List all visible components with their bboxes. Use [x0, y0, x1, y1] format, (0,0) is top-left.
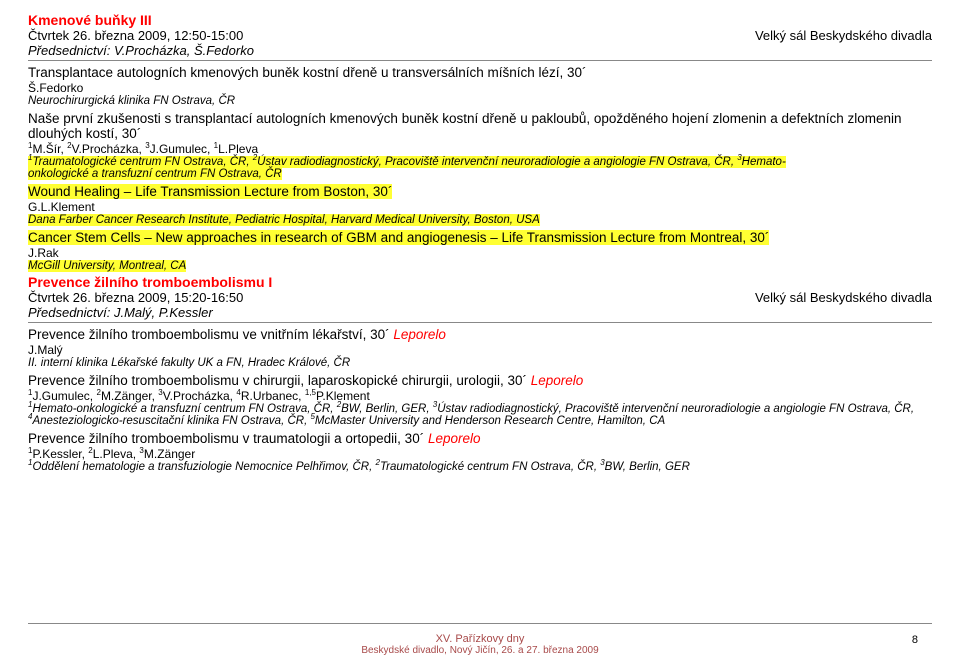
talk6-authors: 1J.Gumulec, 2M.Zänger, 3V.Procházka, 4R.… [28, 389, 932, 403]
footer-line2: Beskydské divadlo, Nový Jičín, 26. a 27.… [0, 645, 960, 656]
talk2-title: Naše první zkušenosti s transplantací au… [28, 111, 932, 141]
talk5-title: Prevence žilního tromboembolismu ve vnit… [28, 327, 932, 342]
session2-header: Prevence žilního tromboembolismu I Čtvrt… [28, 274, 932, 320]
footer: XV. Pařízkovy dny Beskydské divadlo, Nov… [0, 633, 960, 656]
session2-title: Prevence žilního tromboembolismu I [28, 274, 932, 290]
talk6-affil: 1Hemato-onkologické a transfuzní centrum… [28, 403, 932, 427]
divider [28, 322, 932, 323]
session1-title: Kmenové buňky III [28, 12, 932, 28]
talk4-affil: McGill University, Montreal, CA [28, 260, 932, 272]
talk7-affil: 1Oddělení hematologie a transfuziologie … [28, 461, 932, 473]
session2-date: Čtvrtek 26. března 2009, 15:20-16:50 [28, 290, 243, 305]
talk3-authors: G.L.Klement [28, 200, 932, 214]
talk2-affil: 1Traumatologické centrum FN Ostrava, ČR,… [28, 156, 932, 180]
footer-line1: XV. Pařízkovy dny [0, 633, 960, 645]
talk1-title: Transplantace autologních kmenových buně… [28, 65, 932, 80]
session2-venue: Velký sál Beskydského divadla [755, 290, 932, 305]
talk1-authors: Š.Fedorko [28, 81, 932, 95]
session1-venue: Velký sál Beskydského divadla [755, 28, 932, 43]
talk4-authors: J.Rak [28, 246, 932, 260]
divider [28, 60, 932, 61]
session1-header: Kmenové buňky III Čtvrtek 26. března 200… [28, 12, 932, 58]
talk3-title: Wound Healing – Life Transmission Lectur… [28, 184, 932, 199]
session1-chair: Předsednictví: V.Procházka, Š.Fedorko [28, 43, 932, 58]
session1-date: Čtvrtek 26. března 2009, 12:50-15:00 [28, 28, 243, 43]
talk5-authors: J.Malý [28, 343, 932, 357]
talk7-title: Prevence žilního tromboembolismu v traum… [28, 431, 932, 446]
talk4-title: Cancer Stem Cells – New approaches in re… [28, 230, 932, 245]
talk5-affil: II. interní klinika Lékařské fakulty UK … [28, 357, 932, 369]
talk6-title: Prevence žilního tromboembolismu v chiru… [28, 373, 932, 388]
talk1-affil: Neurochirurgická klinika FN Ostrava, ČR [28, 95, 932, 107]
talk2-authors: 1M.Šír, 2V.Procházka, 3J.Gumulec, 1L.Ple… [28, 142, 932, 156]
session2-chair: Předsednictví: J.Malý, P.Kessler [28, 305, 932, 320]
talk7-authors: 1P.Kessler, 2L.Pleva, 3M.Zänger [28, 447, 932, 461]
footer-divider [28, 623, 932, 624]
talk3-affil: Dana Farber Cancer Research Institute, P… [28, 214, 932, 226]
page-number: 8 [912, 634, 918, 646]
